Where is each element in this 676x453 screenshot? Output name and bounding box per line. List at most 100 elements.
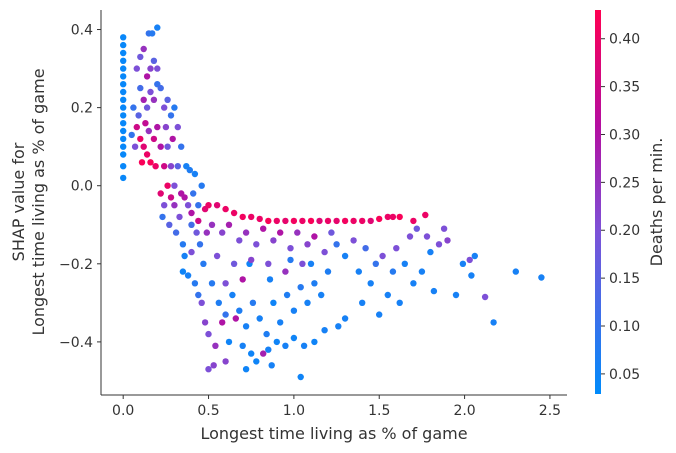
data-point (143, 104, 151, 111)
data-point (167, 163, 175, 170)
data-point (242, 366, 250, 373)
data-point (138, 159, 146, 166)
data-point (423, 233, 431, 240)
data-point (150, 57, 158, 64)
y-axis-ticks: 0.4 0.2 0.0 −0.2 −0.4 (59, 23, 101, 351)
y-tick-label: 0.4 (71, 23, 93, 39)
data-point (430, 287, 438, 295)
data-point (444, 237, 451, 244)
data-point (157, 190, 164, 197)
data-point (186, 166, 193, 174)
data-point (256, 315, 263, 322)
data-point (230, 209, 238, 217)
data-point (236, 307, 243, 314)
data-point (321, 248, 328, 256)
y-tick-label: 0.0 (71, 179, 93, 195)
data-point (120, 81, 127, 88)
data-point (248, 256, 255, 264)
data-point (120, 127, 127, 135)
data-point (198, 299, 205, 306)
data-point (120, 34, 127, 41)
data-point (161, 104, 168, 111)
data-point (157, 84, 164, 92)
data-point (195, 202, 202, 209)
data-point (172, 229, 180, 236)
colorbar-tick-label: 0.20 (609, 223, 640, 239)
data-point (242, 323, 250, 330)
data-point (225, 221, 233, 228)
data-point (287, 245, 294, 252)
data-point (393, 245, 400, 252)
data-point (198, 182, 205, 189)
data-point (324, 268, 332, 275)
data-point (359, 217, 366, 225)
data-point (133, 65, 140, 72)
data-point (210, 362, 217, 369)
data-point (190, 190, 197, 197)
data-point (410, 280, 417, 287)
data-point (219, 229, 226, 236)
data-point (333, 241, 340, 248)
data-point (161, 163, 168, 170)
data-point (341, 315, 349, 322)
data-point (137, 53, 144, 61)
data-point (222, 280, 229, 287)
data-point (143, 73, 151, 80)
data-point (307, 260, 315, 267)
data-point (120, 65, 127, 72)
data-point (406, 233, 414, 240)
data-point (120, 135, 127, 143)
x-tick-label: 0.5 (197, 403, 219, 419)
data-point (164, 143, 171, 150)
data-point (239, 276, 246, 283)
data-point (222, 358, 229, 365)
x-tick-label: 2.5 (539, 403, 561, 419)
data-point (282, 268, 289, 275)
data-point (208, 221, 216, 228)
data-point (222, 205, 229, 213)
data-point (229, 291, 236, 299)
data-point (253, 241, 260, 248)
data-point (256, 215, 263, 223)
data-point (130, 104, 137, 111)
data-point (389, 213, 397, 221)
data-point (178, 143, 185, 150)
data-point (181, 252, 188, 260)
data-point (410, 217, 417, 225)
data-point (304, 299, 311, 306)
data-point (120, 151, 127, 158)
data-point (304, 241, 311, 248)
data-point (191, 280, 199, 287)
data-point (120, 112, 127, 119)
data-point (120, 49, 127, 57)
data-point (367, 217, 374, 225)
data-point (205, 202, 212, 209)
data-point (396, 213, 403, 221)
data-point (174, 163, 181, 170)
data-point (290, 334, 298, 342)
data-point (260, 225, 267, 232)
x-tick-label: 1.5 (368, 403, 390, 419)
data-point (316, 217, 323, 225)
data-point (297, 284, 304, 291)
data-point (120, 163, 127, 170)
data-point (328, 229, 335, 236)
data-point (184, 272, 192, 279)
data-point (307, 217, 315, 225)
data-point (335, 323, 342, 330)
data-point (311, 233, 318, 240)
y-tick-label: 0.2 (71, 101, 93, 117)
data-point (135, 112, 142, 119)
data-point (147, 159, 154, 166)
data-point (133, 123, 140, 131)
data-point (162, 123, 170, 131)
data-point (248, 350, 255, 357)
data-point (230, 260, 238, 267)
colorbar-tick-label: 0.15 (609, 271, 640, 287)
data-point (120, 41, 127, 49)
data-point (174, 123, 181, 131)
data-point (427, 248, 434, 256)
data-point (195, 217, 202, 225)
colorbar-tick-label: 0.05 (609, 367, 640, 383)
data-point (167, 112, 175, 119)
